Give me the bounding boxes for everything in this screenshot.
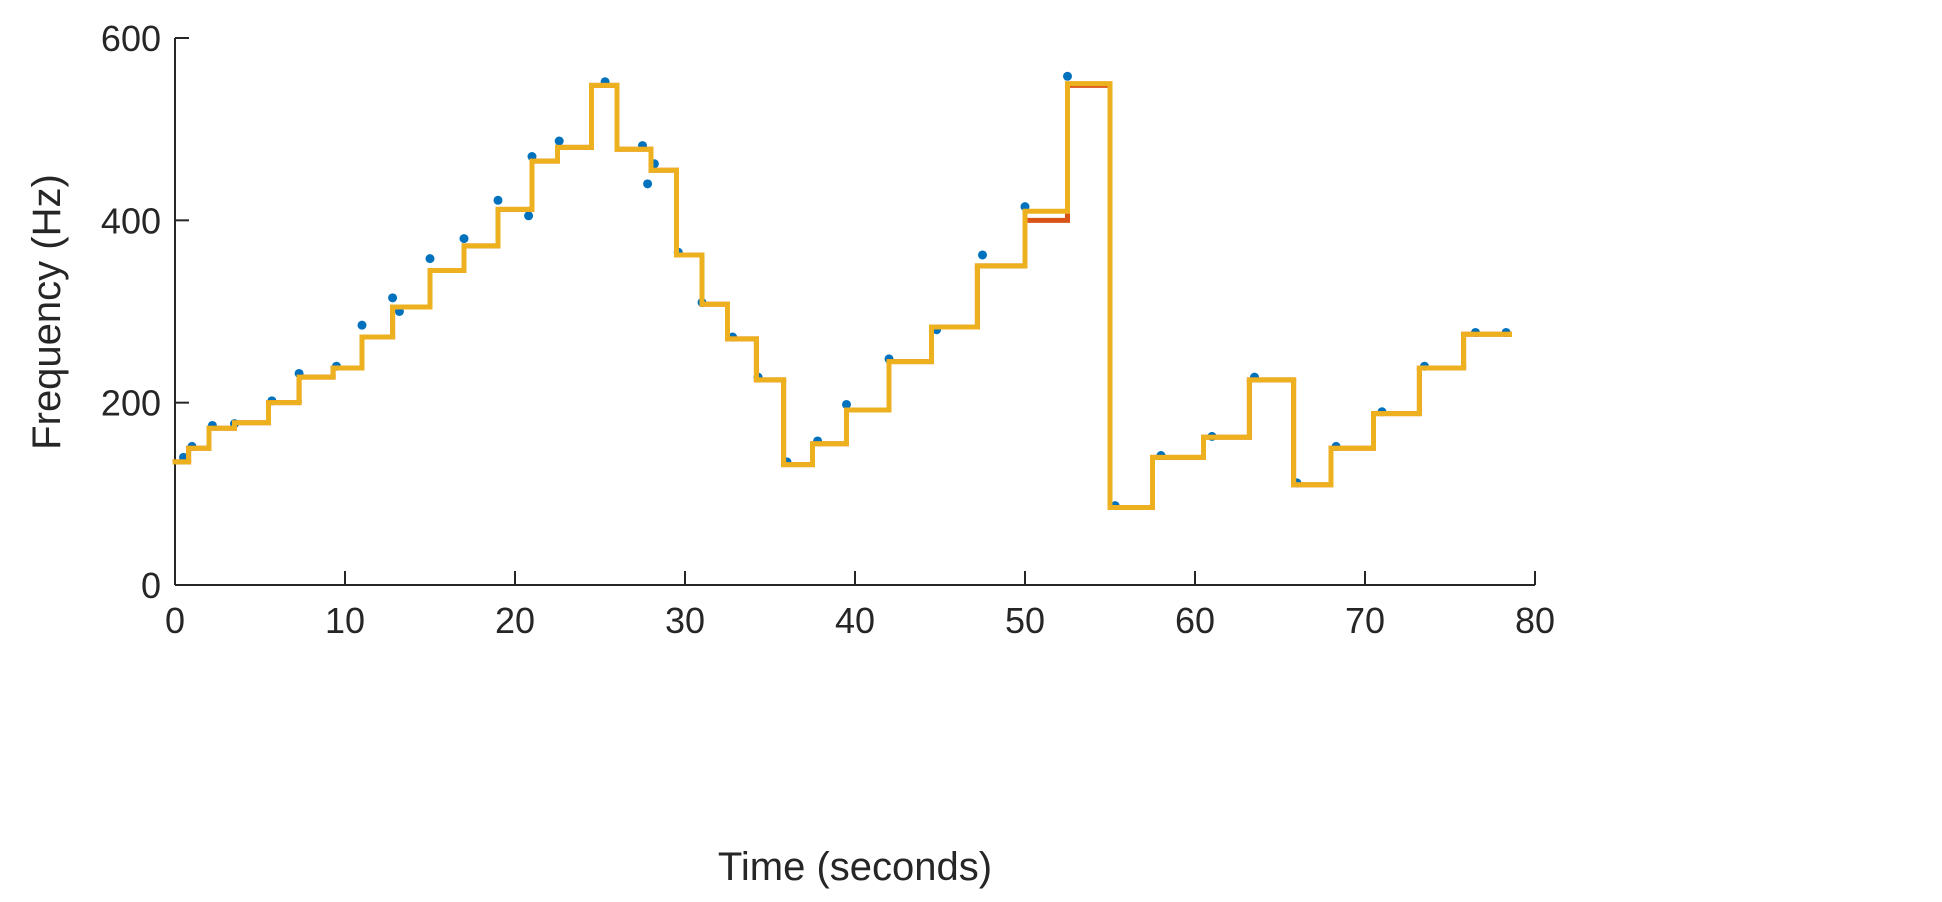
data-point <box>842 399 851 409</box>
data-point <box>493 195 503 205</box>
x-tick-label: 20 <box>495 600 535 641</box>
x-tick-label: 50 <box>1005 600 1045 641</box>
y-tick-label: 200 <box>101 383 161 424</box>
data-point <box>1063 71 1072 81</box>
y-tick-label: 0 <box>141 565 161 606</box>
data-point <box>459 234 469 244</box>
x-tick-label: 10 <box>325 600 365 641</box>
data-point <box>524 211 534 221</box>
data-point <box>425 254 435 264</box>
data-point <box>643 179 653 189</box>
data-point <box>357 320 367 330</box>
data-point <box>388 293 398 303</box>
x-tick-label: 70 <box>1345 600 1385 641</box>
data-point <box>978 250 987 260</box>
y-tick-label: 400 <box>101 200 161 241</box>
x-tick-label: 80 <box>1515 600 1555 641</box>
data-point <box>554 136 564 146</box>
y-axis-label: Frequency (Hz) <box>25 174 69 450</box>
x-tick-label: 60 <box>1175 600 1215 641</box>
y-tick-label: 600 <box>101 18 161 59</box>
x-tick-label: 30 <box>665 600 705 641</box>
x-tick-label: 40 <box>835 600 875 641</box>
x-axis-label: Time (seconds) <box>718 845 992 889</box>
x-tick-label: 0 <box>165 600 185 641</box>
